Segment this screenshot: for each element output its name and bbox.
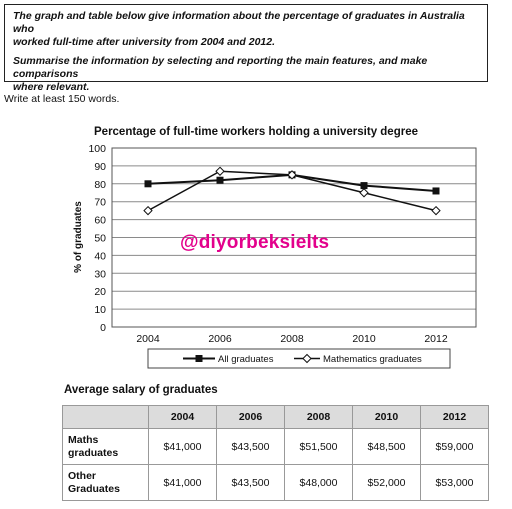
table-cell: $52,000 (352, 464, 421, 501)
table-cell: $48,000 (284, 464, 353, 501)
y-tick-label: 90 (94, 161, 106, 173)
x-tick-label: 2006 (208, 333, 232, 345)
y-tick-label: 100 (88, 143, 106, 155)
table-cell: $43,500 (216, 428, 285, 465)
row-label-line1: Other (68, 469, 97, 482)
row-label-line2: graduates (68, 446, 119, 459)
y-tick-label: 0 (100, 322, 106, 334)
legend-marker (302, 353, 312, 364)
task-line-4: where relevant. (13, 81, 90, 93)
row-label-line2: Graduates (68, 482, 120, 495)
watermark-text: @diyorbeksielts (180, 232, 330, 253)
table-cell: $41,000 (148, 428, 217, 465)
data-point (144, 180, 152, 188)
data-point (287, 170, 297, 180)
table-cell: $59,000 (420, 428, 489, 465)
data-point (216, 176, 224, 184)
y-tick-label: 70 (94, 197, 106, 209)
table-cell: $48,500 (352, 428, 421, 465)
y-axis-label: % of graduates (73, 201, 84, 273)
row-label-line1: Maths (68, 433, 99, 446)
chart-title: Percentage of full-time workers holding … (94, 126, 418, 138)
y-tick-label: 30 (94, 268, 106, 280)
y-tick-label: 40 (94, 250, 106, 262)
x-tick-label: 2004 (136, 333, 160, 345)
table-cell: $53,000 (420, 464, 489, 501)
row-label-other: Other Graduates (62, 464, 149, 501)
x-tick-label: 2008 (280, 333, 304, 345)
y-tick-label: 20 (94, 286, 106, 298)
data-point (215, 166, 225, 176)
table-header-2008: 2008 (284, 405, 353, 429)
table-row: Other Graduates $41,000 $43,500 $48,000 … (62, 464, 489, 501)
task-line-1: The graph and table below give informati… (13, 10, 465, 35)
table-cell: $43,500 (216, 464, 285, 501)
salary-table: 2004 2006 2008 2010 2012 Maths graduates… (62, 405, 489, 501)
row-label-maths: Maths graduates (62, 428, 149, 465)
data-point (359, 188, 369, 198)
table-header-2012: 2012 (420, 405, 489, 429)
table-header-2006: 2006 (216, 405, 285, 429)
y-tick-label: 80 (94, 179, 106, 191)
table-cell: $51,500 (284, 428, 353, 465)
table-title: Average salary of graduates (64, 384, 218, 396)
task-line-3: Summarise the information by selecting a… (13, 55, 428, 80)
y-tick-label: 10 (94, 304, 106, 316)
table-header-2010: 2010 (352, 405, 421, 429)
x-tick-label: 2012 (424, 333, 448, 345)
table-row: Maths graduates $41,000 $43,500 $51,500 … (62, 428, 489, 465)
data-point (143, 205, 153, 216)
data-point (432, 187, 440, 195)
word-count-instruction: Write at least 150 words. (4, 93, 120, 105)
task-line-2: worked full-time after university from 2… (13, 36, 276, 48)
table-cell: $41,000 (148, 464, 217, 501)
line-chart: 0 10 20 30 40 50 60 70 80 90 100 2004 2006 2008 2010 20… (73, 143, 477, 369)
task-prompt-box: The graph and table below give informati… (4, 4, 488, 93)
data-point (431, 205, 441, 216)
legend-label: Mathematics graduates (323, 354, 422, 365)
y-tick-label: 50 (94, 233, 106, 245)
data-point (360, 182, 368, 190)
table-header-2004: 2004 (148, 405, 217, 429)
legend-label: All graduates (218, 354, 274, 365)
plot-border (111, 147, 477, 328)
y-tick-label: 60 (94, 215, 106, 227)
x-tick-label: 2010 (352, 333, 376, 345)
legend-marker (195, 355, 203, 362)
table-header-row: 2004 2006 2008 2010 2012 (62, 405, 489, 429)
table-header-empty (62, 405, 149, 429)
